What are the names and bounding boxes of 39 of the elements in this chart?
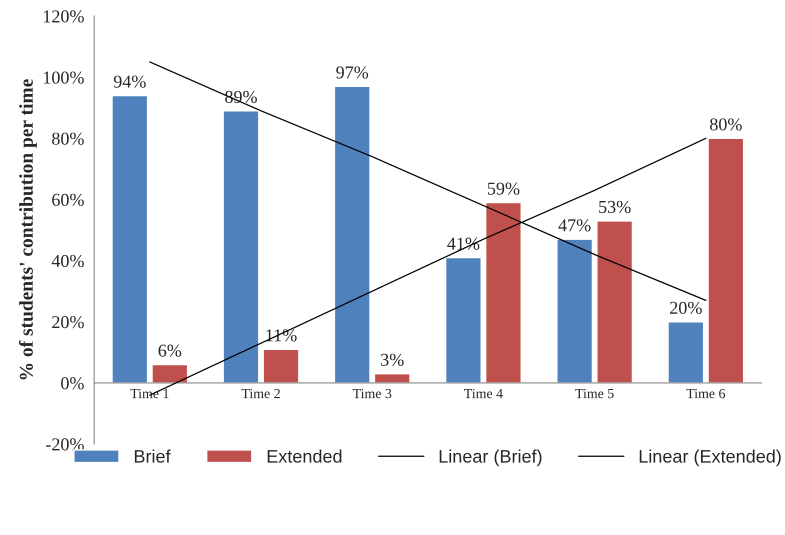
- bar: [707, 138, 744, 384]
- y-tick-label: -20%: [46, 438, 84, 451]
- legend-label: Linear (Extended): [640, 449, 781, 466]
- bar: [556, 238, 594, 384]
- data-label: 97%: [336, 66, 368, 79]
- bar: [444, 256, 482, 384]
- bar: [222, 110, 260, 384]
- bar: [484, 202, 522, 384]
- x-tick-label: Time 1: [130, 388, 169, 398]
- legend-label: Brief: [134, 449, 171, 463]
- data-label: 20%: [670, 302, 702, 314]
- data-label: 80%: [710, 118, 742, 131]
- bar: [334, 86, 371, 384]
- data-label: 3%: [381, 354, 404, 366]
- data-label: 53%: [599, 200, 631, 214]
- x-tick-label: Time 4: [464, 388, 503, 398]
- y-tick-label: 60%: [52, 194, 84, 206]
- y-tick-label: 0%: [61, 377, 84, 390]
- y-tick-label: 80%: [52, 132, 84, 145]
- bar: [151, 364, 188, 384]
- x-tick-label: Time 2: [242, 388, 280, 398]
- bar: [262, 348, 300, 384]
- bar: [111, 94, 148, 384]
- legend-label: Extended: [268, 449, 342, 463]
- y-tick-label: 20%: [52, 316, 84, 328]
- x-tick-label: Time 6: [686, 388, 726, 398]
- bar: [596, 220, 634, 384]
- x-tick-label: Time 3: [352, 388, 392, 398]
- data-label: 6%: [158, 344, 182, 357]
- legend-label: Linear (Brief): [440, 449, 542, 466]
- x-tick-label: Time 5: [575, 388, 614, 398]
- y-tick-label: 120%: [44, 10, 84, 23]
- bar: [667, 321, 704, 384]
- data-label: 94%: [114, 76, 146, 88]
- y-tick-label: 100%: [44, 71, 84, 84]
- y-axis-title: % of students' contribution per time: [18, 79, 37, 380]
- y-tick-label: 40%: [52, 254, 84, 268]
- data-label: 47%: [558, 219, 591, 232]
- data-label: 59%: [488, 182, 520, 195]
